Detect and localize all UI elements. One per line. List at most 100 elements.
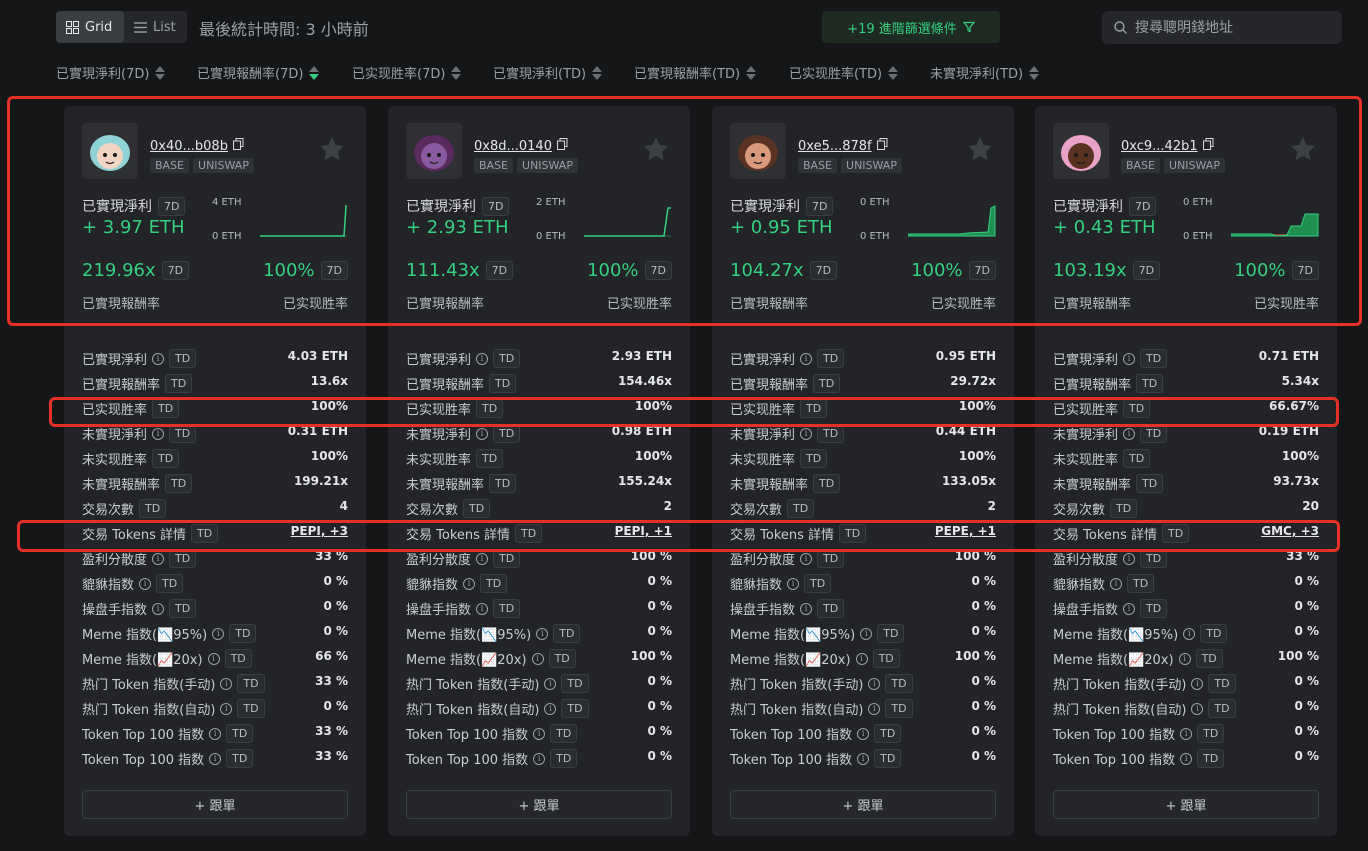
- wallet-address-link[interactable]: 0x40...b08b: [150, 138, 244, 154]
- favorite-star-icon[interactable]: [318, 136, 346, 167]
- info-icon[interactable]: i: [787, 577, 800, 590]
- info-icon[interactable]: i: [476, 552, 489, 565]
- sort-option[interactable]: 已实现胜率(TD): [789, 63, 899, 82]
- favorite-star-icon[interactable]: [966, 136, 994, 167]
- list-view-button[interactable]: List: [124, 11, 186, 43]
- stat-label: 交易 Tokens 詳情: [82, 528, 187, 543]
- stat-label-group: 交易次數 TD: [1053, 499, 1138, 518]
- sort-option[interactable]: 已實現報酬率(7D): [197, 63, 320, 82]
- info-icon[interactable]: i: [533, 752, 546, 765]
- follow-button[interactable]: + 跟單: [82, 790, 348, 819]
- wallet-address-link[interactable]: 0x8d...0140: [474, 138, 568, 154]
- info-icon[interactable]: i: [1180, 752, 1193, 765]
- copy-icon[interactable]: [876, 138, 888, 154]
- stat-value: 0 %: [1294, 599, 1319, 613]
- info-icon[interactable]: i: [476, 352, 489, 365]
- period-badge: TD: [872, 649, 900, 668]
- stat-row: 操盘手指数 i TD 0 %: [406, 599, 672, 624]
- wallet-address-link[interactable]: 0xc9...42b1: [1121, 138, 1214, 154]
- info-icon[interactable]: i: [1110, 577, 1123, 590]
- stat-label-group: 操盘手指数 i TD: [406, 599, 521, 618]
- info-icon[interactable]: i: [212, 627, 225, 640]
- info-icon[interactable]: i: [476, 427, 489, 440]
- info-icon[interactable]: i: [531, 652, 544, 665]
- info-icon[interactable]: i: [1191, 702, 1204, 715]
- info-icon[interactable]: i: [1180, 727, 1193, 740]
- search-input[interactable]: [1135, 19, 1325, 36]
- wallet-card: 0xc9...42b1 BASE UNISWAP 已實現淨利 7D + 0.43 ETH 0…: [1035, 106, 1337, 836]
- follow-button[interactable]: + 跟單: [406, 790, 672, 819]
- tokens-detail-link[interactable]: PEPI, +3: [290, 524, 348, 538]
- stat-label-group: Token Top 100 指数 i TD: [82, 749, 254, 768]
- info-icon[interactable]: i: [800, 602, 813, 615]
- favorite-star-icon[interactable]: [1289, 136, 1317, 167]
- sort-option[interactable]: 已實現淨利(TD): [493, 63, 603, 82]
- info-icon[interactable]: i: [1178, 652, 1191, 665]
- realized-roi-value-row: 219.96x 7D: [82, 260, 190, 281]
- stat-label: 交易 Tokens 詳情: [730, 528, 835, 543]
- info-icon[interactable]: i: [1123, 427, 1136, 440]
- info-icon[interactable]: i: [476, 602, 489, 615]
- sort-option[interactable]: 已實現報酬率(TD): [634, 63, 757, 82]
- sort-option[interactable]: 已实现胜率(7D): [352, 63, 462, 82]
- stat-row: 热门 Token 指数(手动) i TD 0 %: [406, 674, 672, 699]
- stat-label-group: 热门 Token 指数(手动) i TD: [406, 674, 589, 693]
- info-icon[interactable]: i: [800, 427, 813, 440]
- info-icon[interactable]: i: [463, 577, 476, 590]
- stat-row: 交易 Tokens 詳情 TD GMC, +3: [1053, 524, 1319, 549]
- info-icon[interactable]: i: [800, 552, 813, 565]
- stat-value: 0 %: [1294, 624, 1319, 638]
- dex-tag: UNISWAP: [1164, 158, 1225, 173]
- info-icon[interactable]: i: [860, 627, 873, 640]
- info-icon[interactable]: i: [868, 677, 881, 690]
- info-icon[interactable]: i: [152, 552, 165, 565]
- info-icon[interactable]: i: [220, 702, 233, 715]
- info-icon[interactable]: i: [152, 352, 165, 365]
- chain-tag: BASE: [798, 158, 838, 173]
- info-icon[interactable]: i: [1123, 602, 1136, 615]
- tokens-detail-link[interactable]: PEPI, +1: [614, 524, 672, 538]
- info-icon[interactable]: i: [209, 727, 222, 740]
- stat-label-group: 盈利分散度 i TD: [730, 549, 845, 568]
- copy-icon[interactable]: [556, 138, 568, 154]
- info-icon[interactable]: i: [139, 577, 152, 590]
- info-icon[interactable]: i: [220, 677, 233, 690]
- pnl-sparkline: [907, 204, 996, 244]
- follow-button[interactable]: + 跟單: [730, 790, 996, 819]
- info-icon[interactable]: i: [209, 752, 222, 765]
- info-icon[interactable]: i: [1123, 352, 1136, 365]
- stat-value: 100%: [634, 449, 672, 463]
- advanced-filter-button[interactable]: +19 進階篩選條件: [822, 11, 1000, 43]
- tokens-detail-link[interactable]: GMC, +3: [1261, 524, 1319, 538]
- list-view-label: List: [153, 19, 176, 35]
- favorite-star-icon[interactable]: [642, 136, 670, 167]
- info-icon[interactable]: i: [536, 627, 549, 640]
- info-icon[interactable]: i: [1123, 552, 1136, 565]
- stat-label: 已實現報酬率: [406, 378, 485, 393]
- wallet-address-link[interactable]: 0xe5...878f: [798, 138, 888, 154]
- info-icon[interactable]: i: [868, 702, 881, 715]
- info-icon[interactable]: i: [207, 652, 220, 665]
- info-icon[interactable]: i: [544, 677, 557, 690]
- follow-button[interactable]: + 跟單: [1053, 790, 1319, 819]
- grid-view-button[interactable]: Grid: [56, 11, 124, 43]
- copy-icon[interactable]: [1202, 138, 1214, 154]
- dex-tag: UNISWAP: [841, 158, 902, 173]
- stat-label-group: 热门 Token 指数(手动) i TD: [1053, 674, 1236, 693]
- info-icon[interactable]: i: [1183, 627, 1196, 640]
- sort-option[interactable]: 已實現淨利(7D): [56, 63, 166, 82]
- info-icon[interactable]: i: [1191, 677, 1204, 690]
- sort-option[interactable]: 未實現淨利(TD): [930, 63, 1040, 82]
- info-icon[interactable]: i: [857, 752, 870, 765]
- info-icon[interactable]: i: [857, 727, 870, 740]
- copy-icon[interactable]: [232, 138, 244, 154]
- info-icon[interactable]: i: [533, 727, 546, 740]
- info-icon[interactable]: i: [152, 602, 165, 615]
- tokens-detail-link[interactable]: PEPE, +1: [934, 524, 996, 538]
- info-icon[interactable]: i: [800, 352, 813, 365]
- stat-label: 貔貅指数: [82, 578, 135, 593]
- info-icon[interactable]: i: [544, 702, 557, 715]
- info-icon[interactable]: i: [152, 427, 165, 440]
- address-search[interactable]: [1102, 11, 1342, 44]
- info-icon[interactable]: i: [855, 652, 868, 665]
